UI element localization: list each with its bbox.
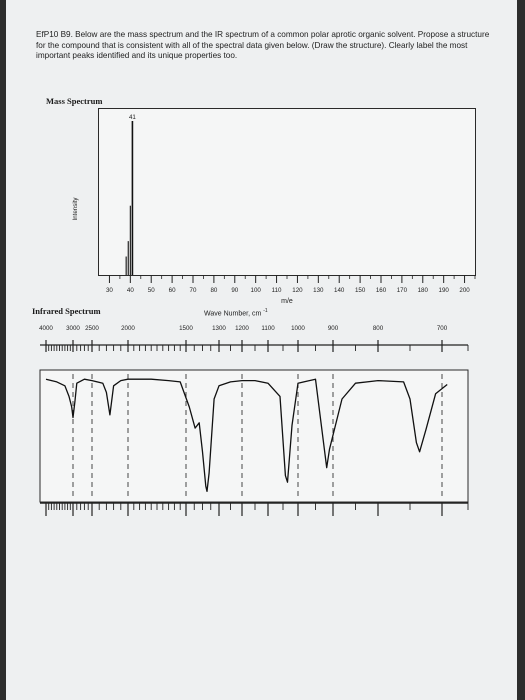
ir-plot-frame <box>39 369 469 503</box>
ms-axis-svg: 30 40 50 60 70 80 90 100 110 120 130 140 150 160 170 18… <box>106 275 476 305</box>
ir-tick-label-2000: 2000 <box>121 325 135 332</box>
worksheet-page: EfP10 B9. Below are the mass spectrum an… <box>6 0 517 700</box>
ms-xlabel: m/e <box>281 298 293 305</box>
ms-x-tick-label-80: 80 <box>210 287 217 294</box>
ir-tick-label-4000: 4000 <box>39 325 53 332</box>
ms-chart-svg: Intensity 41 <box>72 114 136 275</box>
ms-x-tick-label-70: 70 <box>190 287 197 294</box>
ir-tick-label-1200: 1200 <box>235 325 249 332</box>
ir-xlabel: Wave Number, cm -1 <box>204 308 268 317</box>
ir-tick-label-1000: 1000 <box>291 325 305 332</box>
ir-tick-label-3000: 3000 <box>66 325 80 332</box>
ms-x-tick-label-160: 160 <box>376 287 387 294</box>
ms-x-tick-label-100: 100 <box>251 287 262 294</box>
ir-tick-label-900: 900 <box>328 325 339 332</box>
ms-x-tick-label-120: 120 <box>292 287 303 294</box>
ir-tick-label-1500: 1500 <box>179 325 193 332</box>
ms-x-tick-label-140: 140 <box>334 287 345 294</box>
ms-x-tick-label-180: 180 <box>418 287 429 294</box>
ir-xlabel-text: Wave Number, cm <box>204 310 262 318</box>
ms-x-tick-label-40: 40 <box>127 287 134 294</box>
ir-tick-label-800: 800 <box>373 325 384 332</box>
ir-tick-label-700: 700 <box>437 325 448 332</box>
ir-xlabel-sup: -1 <box>263 308 268 314</box>
ms-x-tick-label-130: 130 <box>313 287 324 294</box>
ir-tick-label-2500: 2500 <box>85 325 99 332</box>
ms-x-tick-label-30: 30 <box>106 287 113 294</box>
ms-ylabel: Intensity <box>72 197 79 221</box>
ms-x-tick-label-50: 50 <box>148 287 155 294</box>
ms-x-tick-label-90: 90 <box>231 287 238 294</box>
ms-x-tick-label-200: 200 <box>459 287 470 294</box>
question-text: EfP10 B9. Below are the mass spectrum an… <box>36 30 490 61</box>
ms-x-tick-label-170: 170 <box>397 287 408 294</box>
ir-title: Infrared Spectrum <box>32 306 101 316</box>
ms-x-tick-label-190: 190 <box>439 287 450 294</box>
ir-tick-label-1300: 1300 <box>212 325 226 332</box>
ms-title: Mass Spectrum <box>46 96 103 106</box>
ms-x-tick-label-150: 150 <box>355 287 366 294</box>
ms-x-tick-label-60: 60 <box>169 287 176 294</box>
ms-peak-label: 41 <box>129 114 136 121</box>
ir-transmittance-trace <box>45 378 448 493</box>
ir-chart-svg: 4000 3000 2500 2000 1500 1300 1200 1100 1000 900 8… <box>39 325 469 516</box>
ms-x-tick-label-110: 110 <box>272 287 282 294</box>
ir-tick-label-1100: 1100 <box>261 325 275 332</box>
